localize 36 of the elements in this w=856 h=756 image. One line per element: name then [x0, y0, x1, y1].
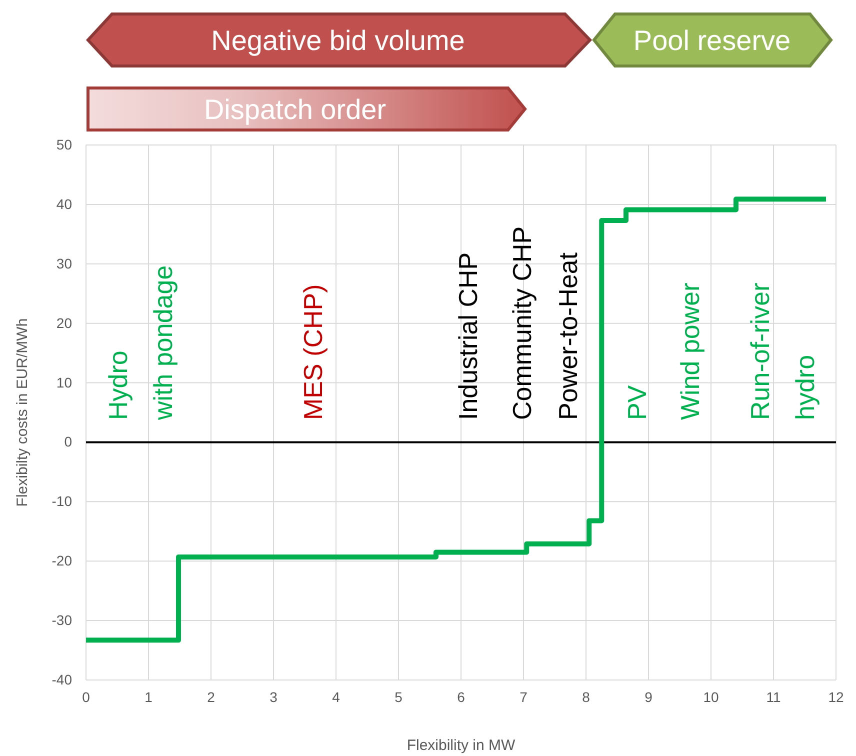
annotation: Hydro with pondage: [103, 265, 178, 421]
annotation: Wind power: [675, 282, 706, 420]
x-axis-title: Flexibility in MW: [406, 737, 516, 754]
x-tick-label: 10: [703, 688, 719, 705]
y-tick-label: -40: [52, 671, 72, 688]
x-tick-label: 3: [270, 688, 278, 705]
x-tick-label: 4: [332, 688, 340, 705]
text: Negative bid volume: [211, 24, 465, 56]
annotation: MES (CHP): [298, 284, 328, 420]
y-tick-label: 30: [56, 255, 72, 272]
x-tick-label: 5: [394, 688, 403, 705]
y-tick-label: -20: [52, 552, 72, 569]
x-tick-label: 7: [520, 688, 528, 705]
annotation: Power-to-Heat: [553, 252, 584, 420]
x-tick-label: 9: [644, 688, 653, 705]
x-tick-label: 2: [207, 688, 216, 705]
x-tick-label: 11: [766, 688, 781, 705]
y-tick-label: -10: [52, 493, 72, 510]
annotation: Run-of-river hydro: [745, 282, 820, 420]
text: Pool reserve: [633, 24, 791, 56]
y-tick-label: 40: [56, 196, 72, 212]
x-tick-label: 1: [144, 688, 153, 705]
x-tick-label: 12: [828, 688, 844, 705]
annotation: PV: [622, 384, 652, 420]
annotation: Community CHP: [507, 226, 538, 420]
x-tick-label: 8: [582, 688, 590, 705]
y-axis-title: Flexibilty costs in EUR/MWh: [14, 318, 31, 507]
x-tick-label: 0: [82, 688, 90, 705]
y-tick-label: 10: [56, 374, 72, 390]
y-tick-label: 50: [56, 136, 72, 152]
y-tick-label: -30: [52, 612, 72, 628]
y-tick-label: 0: [64, 434, 72, 450]
annotation: Industrial CHP: [453, 252, 484, 420]
y-tick-label: 20: [56, 314, 72, 331]
x-tick-label: 6: [457, 688, 466, 705]
text: Dispatch order: [204, 94, 386, 125]
